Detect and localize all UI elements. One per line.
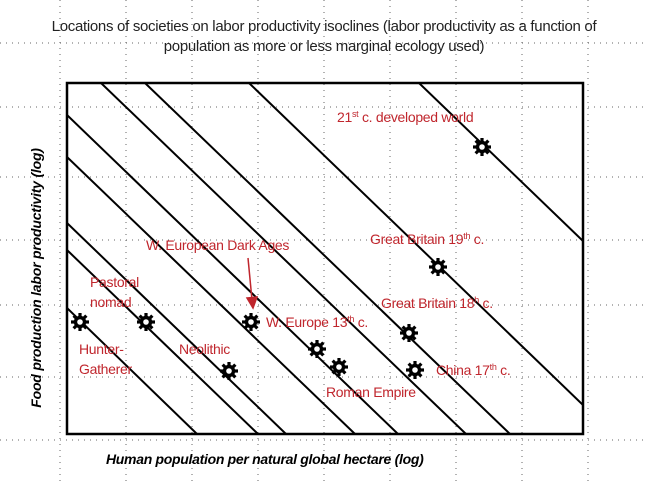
label-pastoral-2: nomad <box>90 294 132 310</box>
label-neolithic: Neolithic <box>179 341 230 357</box>
marker-21st-developed <box>473 138 491 156</box>
marker-china-17th <box>406 361 424 379</box>
x-axis-label: Human population per natural global hect… <box>106 451 424 467</box>
label-hunter-2: Gatherer <box>79 361 132 377</box>
marker-roman-upper <box>308 340 326 358</box>
arrow-dark-ages <box>245 257 259 310</box>
plot-frame <box>65 81 585 436</box>
society-markers <box>71 138 491 380</box>
isoclines <box>67 83 583 434</box>
marker-pastoral-nomad <box>137 313 155 331</box>
label-roman-empire: Roman Empire <box>326 384 416 400</box>
marker-gb-19th <box>429 258 447 276</box>
label-w-europe-13th: W. Europe 13th c. <box>266 314 369 330</box>
chart-title-line-1: Locations of societies on labor producti… <box>51 18 597 35</box>
isocline-3 <box>67 222 287 434</box>
isocline-8 <box>248 83 583 406</box>
label-gb-19th: Great Britain 19th c. <box>370 231 485 247</box>
isocline-9 <box>418 83 583 242</box>
label-pastoral-1: Pastoral <box>90 274 139 290</box>
marker-w-europe-13th <box>242 313 260 331</box>
marker-neolithic <box>220 362 238 380</box>
isocline-5 <box>67 114 399 434</box>
marker-hunter-gatherer <box>71 313 89 331</box>
marker-gb-18th <box>400 324 418 342</box>
label-gb-18th: Great Britain 18h c. <box>381 295 493 311</box>
isocline-7 <box>144 83 511 434</box>
chart-title-line-2: population as more or less marginal ecol… <box>163 38 485 55</box>
y-axis-label: Food production labor productivity (log) <box>28 148 44 408</box>
isocline-4 <box>67 156 356 434</box>
isocline-6 <box>100 83 467 434</box>
marker-roman-empire <box>330 358 348 376</box>
label-hunter-1: Hunter- <box>79 341 124 357</box>
isocline-2 <box>67 249 259 434</box>
isocline-1 <box>67 307 198 434</box>
label-dark-ages: W. European Dark Ages <box>146 237 290 253</box>
label-china-17th: China 17th c. <box>436 362 511 378</box>
label-21st-developed: 21st c. developed world <box>337 109 474 125</box>
chart-title: Locations of societies on labor producti… <box>0 17 648 57</box>
